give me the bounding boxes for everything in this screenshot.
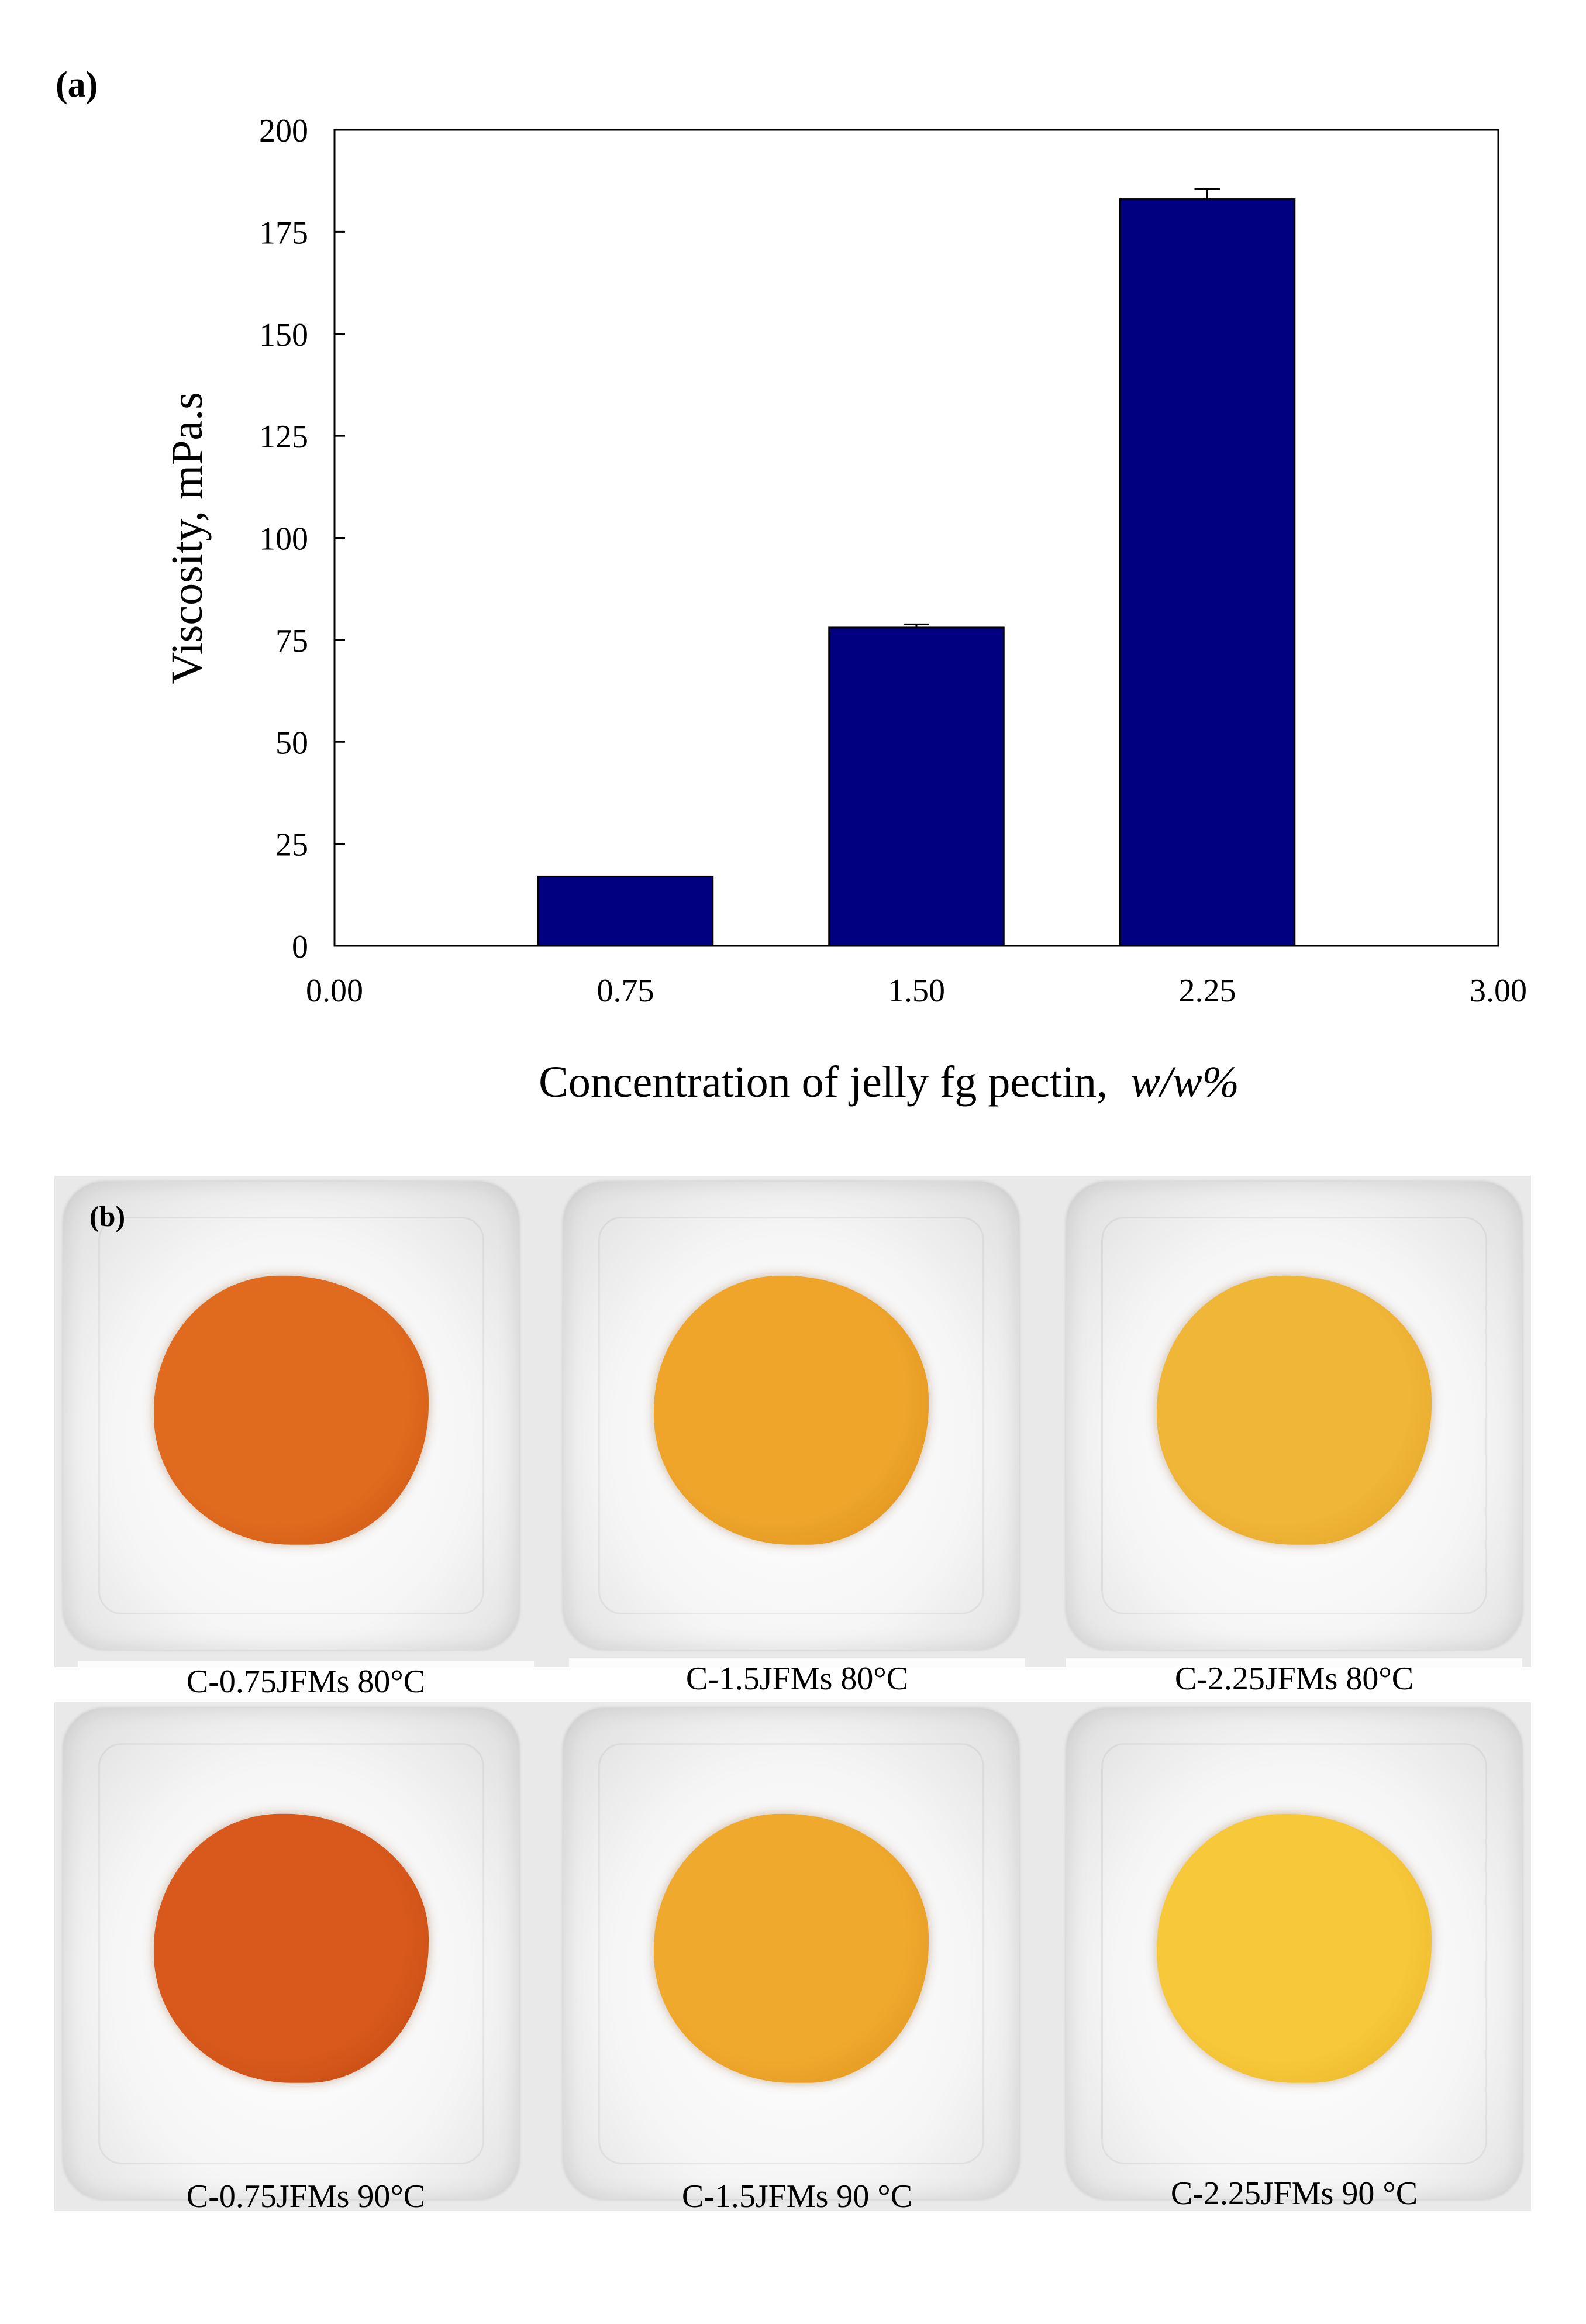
bar-series (537, 188, 1296, 947)
x-tick-label: 0.00 (306, 973, 363, 1009)
y-tick-label: 0 (292, 929, 308, 965)
photo-row-90c: C-0.75JFMs 90°C C-1.5JFMs 90 °C C-2.25JF… (54, 1702, 1531, 2215)
y-tick-label: 100 (259, 521, 308, 557)
sample-caption: C-1.5JFMs 90 °C (681, 2178, 913, 2215)
viscosity-bar-chart: (a) 0 25 50 75 100 125 150 175 200 0.00 0.75 1.50 2… (56, 65, 1527, 1107)
y-tick-label: 200 (259, 113, 308, 149)
y-tick-label: 125 (259, 419, 308, 455)
powder-sample (1157, 1275, 1432, 1545)
x-axis-label-text: Concentration of jelly fg pectin, (539, 1058, 1108, 1107)
panel-b-label: (b) (89, 1200, 126, 1232)
sample-caption: C-1.5JFMs 80°C (569, 1658, 1025, 1699)
y-axis-label: Viscosity, mPa.s (163, 392, 212, 684)
sample-photos: (b) C-0.75JFMs 80°C C-1.5JFMs 80°C C-2.2… (54, 1176, 1531, 2215)
x-tick-label: 3.00 (1470, 973, 1527, 1009)
sample-tray (63, 1708, 519, 2199)
x-tick-label: 1.50 (888, 973, 945, 1009)
powder-sample (1157, 1813, 1432, 2083)
sample-tray (1066, 1182, 1522, 1650)
y-tick-label: 75 (275, 623, 308, 659)
bar (1119, 198, 1296, 947)
y-tick-label: 25 (275, 827, 308, 863)
photo-row-80c: (b) C-0.75JFMs 80°C C-1.5JFMs 80°C C-2.2… (54, 1176, 1531, 1702)
y-tick-label: 50 (275, 725, 308, 761)
powder-sample (654, 1813, 929, 2083)
powder-sample (154, 1813, 429, 2083)
sample-tray (563, 1708, 1019, 2199)
bar (828, 626, 1005, 947)
sample-tray (1066, 1708, 1522, 2199)
sample-caption: C-0.75JFMs 90°C (186, 2178, 426, 2215)
powder-sample (654, 1275, 929, 1545)
x-axis-label-unit: w/w% (1130, 1058, 1239, 1107)
y-axis: 0 25 50 75 100 125 150 175 200 (259, 113, 345, 965)
x-tick-label: 2.25 (1179, 973, 1236, 1009)
x-tick-label: 0.75 (597, 973, 654, 1009)
sample-caption: C-0.75JFMs 80°C (78, 1661, 534, 1702)
sample-tray (63, 1182, 519, 1650)
y-tick-label: 150 (259, 317, 308, 353)
y-tick-label: 175 (259, 215, 308, 251)
sample-caption: C-2.25JFMs 80°C (1066, 1658, 1522, 1699)
sample-tray (563, 1182, 1019, 1650)
bar (537, 875, 714, 947)
sample-caption: C-2.25JFMs 90 °C (1170, 2175, 1418, 2212)
panel-a-label: (a) (56, 65, 98, 105)
x-axis-label: Concentration of jelly fg pectin, w/w% (539, 1058, 1239, 1107)
powder-sample (154, 1275, 429, 1545)
